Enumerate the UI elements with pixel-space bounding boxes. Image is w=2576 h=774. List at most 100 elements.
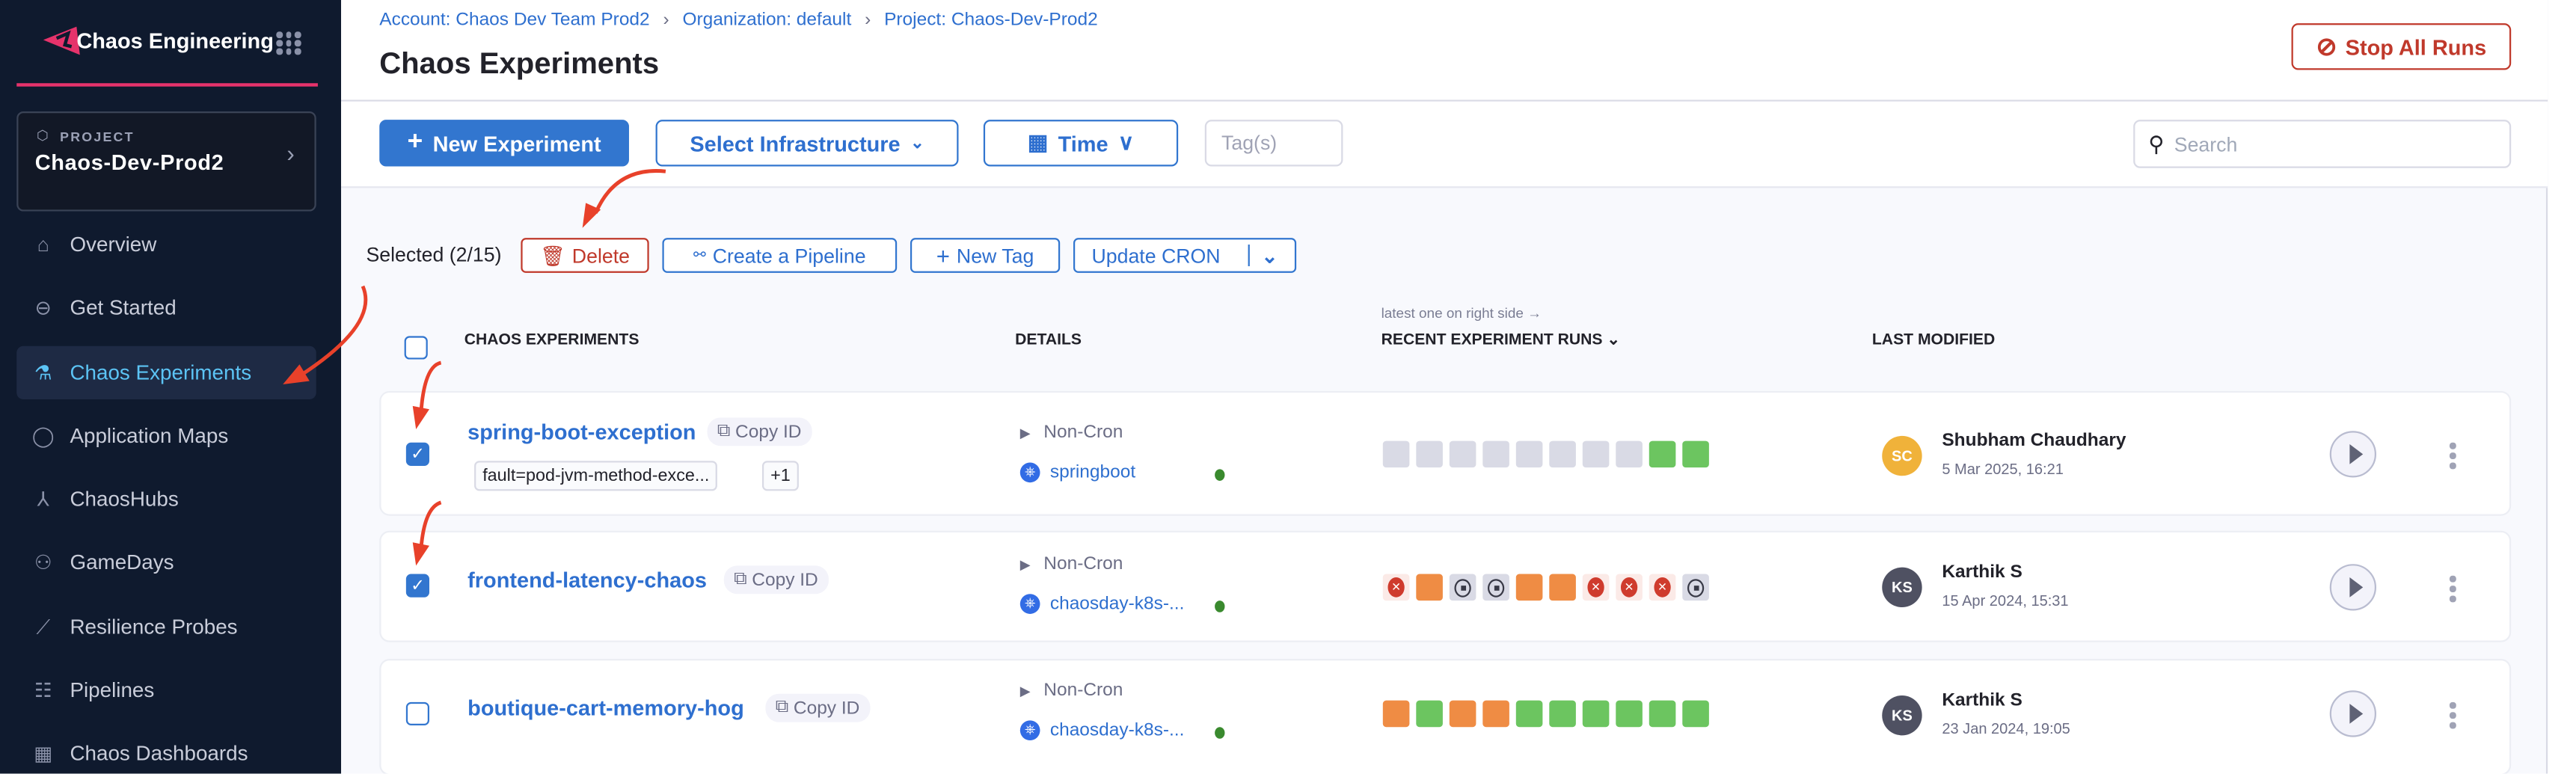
sidebar-item-get-started[interactable]: ⊖ Get Started <box>16 281 316 334</box>
toolbar: + New Experiment Select Infrastructure ⌄ ▦… <box>341 101 2548 188</box>
table-row[interactable]: ✓ frontend-latency-chaos ⧉ Copy ID ▶ Non-C… <box>379 530 2512 642</box>
run-status-partial[interactable] <box>1449 700 1476 728</box>
run-status-success[interactable] <box>1515 700 1543 728</box>
run-status-none[interactable] <box>1616 440 1643 468</box>
infrastructure-link[interactable]: ⎈ springboot <box>1019 462 1135 483</box>
run-status-success[interactable] <box>1616 700 1643 728</box>
run-status-failed[interactable]: ✕ <box>1616 574 1643 601</box>
time-filter-dropdown[interactable]: ▦ Time ∨ <box>983 120 1179 167</box>
play-icon <box>2349 577 2363 598</box>
breadcrumb-organization[interactable]: Organization: default <box>682 10 852 31</box>
run-status-partial[interactable] <box>1515 574 1543 601</box>
run-status-success[interactable] <box>1549 700 1576 728</box>
run-status-success[interactable] <box>1682 700 1709 728</box>
run-status-none[interactable] <box>1482 440 1509 468</box>
stop-all-runs-button[interactable]: ⊘ Stop All Runs <box>2291 23 2512 70</box>
sidebar-item-resilience-probes[interactable]: ⟋ Resilience Probes <box>16 601 316 654</box>
run-status-partial[interactable] <box>1382 700 1410 728</box>
new-tag-button[interactable]: + New Tag <box>910 238 1061 273</box>
column-header-recent-runs[interactable]: RECENT EXPERIMENT RUNS ⌄ <box>1381 331 1621 349</box>
experiment-name-link[interactable]: frontend-latency-chaos <box>467 567 707 593</box>
run-status-success[interactable] <box>1582 700 1610 728</box>
chevron-down-icon[interactable]: ⌄ <box>1261 243 1278 268</box>
new-experiment-button[interactable]: + New Experiment <box>379 120 629 167</box>
experiment-name-link[interactable]: boutique-cart-memory-hog <box>467 695 744 721</box>
people-icon: ⚇ <box>34 550 52 574</box>
update-cron-button[interactable]: Update CRON ⌄ <box>1073 238 1297 273</box>
run-status-success[interactable] <box>1649 440 1676 468</box>
run-status-failed[interactable]: ✕ <box>1382 574 1410 601</box>
project-selector[interactable]: ⬡ PROJECT Chaos-Dev-Prod2 › <box>16 111 316 212</box>
select-infrastructure-dropdown[interactable]: Select Infrastructure ⌄ <box>655 120 959 167</box>
sidebar-item-overview[interactable]: ⌂ Overview <box>16 218 316 271</box>
run-status-stopped[interactable] <box>1682 574 1709 601</box>
run-experiment-button[interactable] <box>2329 431 2377 478</box>
schedule-type: ▶ Non-Cron <box>1020 554 1123 574</box>
sidebar-item-chaos-dashboards[interactable]: ▦ Chaos Dashboards <box>16 727 316 773</box>
run-status-none[interactable] <box>1582 440 1610 468</box>
more-tags-chip[interactable]: +1 <box>761 461 799 491</box>
avatar: KS <box>1882 567 1922 608</box>
more-options-icon[interactable] <box>2448 575 2458 602</box>
delete-button[interactable]: 🗑 Delete <box>521 238 649 273</box>
run-status-none[interactable] <box>1449 440 1476 468</box>
schedule-label: Non-Cron <box>1043 680 1123 701</box>
copy-id-button[interactable]: ⧉ Copy ID <box>723 565 829 595</box>
app-switcher-icon[interactable] <box>276 31 301 55</box>
sidebar-item-application-maps[interactable]: ◯ Application Maps <box>16 409 316 462</box>
create-pipeline-button[interactable]: ⚯ Create a Pipeline <box>662 238 898 273</box>
sidebar-item-pipelines[interactable]: ☷ Pipelines <box>16 664 316 717</box>
failed-icon: ✕ <box>1387 577 1405 598</box>
run-status-stopped[interactable] <box>1449 574 1476 601</box>
infra-status-dot <box>1215 469 1225 481</box>
project-name: Chaos-Dev-Prod2 <box>34 150 224 175</box>
run-status-success[interactable] <box>1416 700 1443 728</box>
time-label: Time <box>1058 130 1108 156</box>
run-status-failed[interactable]: ✕ <box>1582 574 1610 601</box>
more-options-icon[interactable] <box>2448 701 2458 728</box>
run-status-none[interactable] <box>1549 440 1576 468</box>
run-status-none[interactable] <box>1416 440 1443 468</box>
more-options-icon[interactable] <box>2448 442 2458 469</box>
avatar: SC <box>1882 435 1922 476</box>
run-status-success[interactable] <box>1649 700 1676 728</box>
infrastructure-link[interactable]: ⎈ chaosday-k8s-... <box>1019 594 1184 614</box>
schedule-label: Non-Cron <box>1043 423 1123 443</box>
breadcrumb-project[interactable]: Project: Chaos-Dev-Prod2 <box>884 10 1098 31</box>
chevron-right-icon: › <box>286 139 295 167</box>
row-checkbox[interactable] <box>405 701 429 726</box>
sidebar-item-chaoshubs[interactable]: ⅄ ChaosHubs <box>16 473 316 526</box>
search-input[interactable]: ⚲ Search <box>2133 120 2512 168</box>
chevron-down-icon: ⌄ <box>910 134 924 153</box>
row-checkbox[interactable]: ✓ <box>405 574 429 598</box>
sidebar-item-chaos-experiments[interactable]: ⚗ Chaos Experiments <box>16 345 316 399</box>
table-row[interactable]: ✓ spring-boot-exception ⧉ Copy ID fault=p… <box>379 390 2512 516</box>
selection-count: Selected (2/15) <box>366 242 502 266</box>
select-all-checkbox[interactable] <box>404 336 428 360</box>
run-status-stopped[interactable] <box>1482 574 1509 601</box>
breadcrumb-account[interactable]: Account: Chaos Dev Team Prod2 <box>379 10 650 31</box>
pipeline-icon: ⚯ <box>693 246 706 263</box>
run-status-partial[interactable] <box>1482 700 1509 728</box>
kubernetes-icon: ⎈ <box>1019 462 1040 483</box>
new-experiment-label: New Experiment <box>432 130 601 156</box>
run-experiment-button[interactable] <box>2329 690 2377 737</box>
run-status-partial[interactable] <box>1416 574 1443 601</box>
experiment-name-link[interactable]: spring-boot-exception <box>467 419 696 445</box>
sidebar-item-label: Pipelines <box>70 678 155 702</box>
infrastructure-link[interactable]: ⎈ chaosday-k8s-... <box>1019 720 1184 741</box>
run-status-success[interactable] <box>1682 440 1709 468</box>
run-status-failed[interactable]: ✕ <box>1649 574 1676 601</box>
row-checkbox[interactable]: ✓ <box>405 442 429 466</box>
sidebar-item-gamedays[interactable]: ⚇ GameDays <box>16 535 316 589</box>
trash-icon: 🗑 <box>540 243 565 268</box>
table-row[interactable]: boutique-cart-memory-hog ⧉ Copy ID ▶ Non-C… <box>379 659 2512 774</box>
tags-input[interactable]: Tag(s) <box>1204 120 1343 167</box>
run-experiment-button[interactable] <box>2329 564 2377 611</box>
copy-id-button[interactable]: ⧉ Copy ID <box>707 417 812 446</box>
run-status-partial[interactable] <box>1549 574 1576 601</box>
run-status-none[interactable] <box>1515 440 1543 468</box>
failed-icon: ✕ <box>1654 577 1671 598</box>
copy-id-button[interactable]: ⧉ Copy ID <box>765 693 870 722</box>
run-status-none[interactable] <box>1382 440 1410 468</box>
